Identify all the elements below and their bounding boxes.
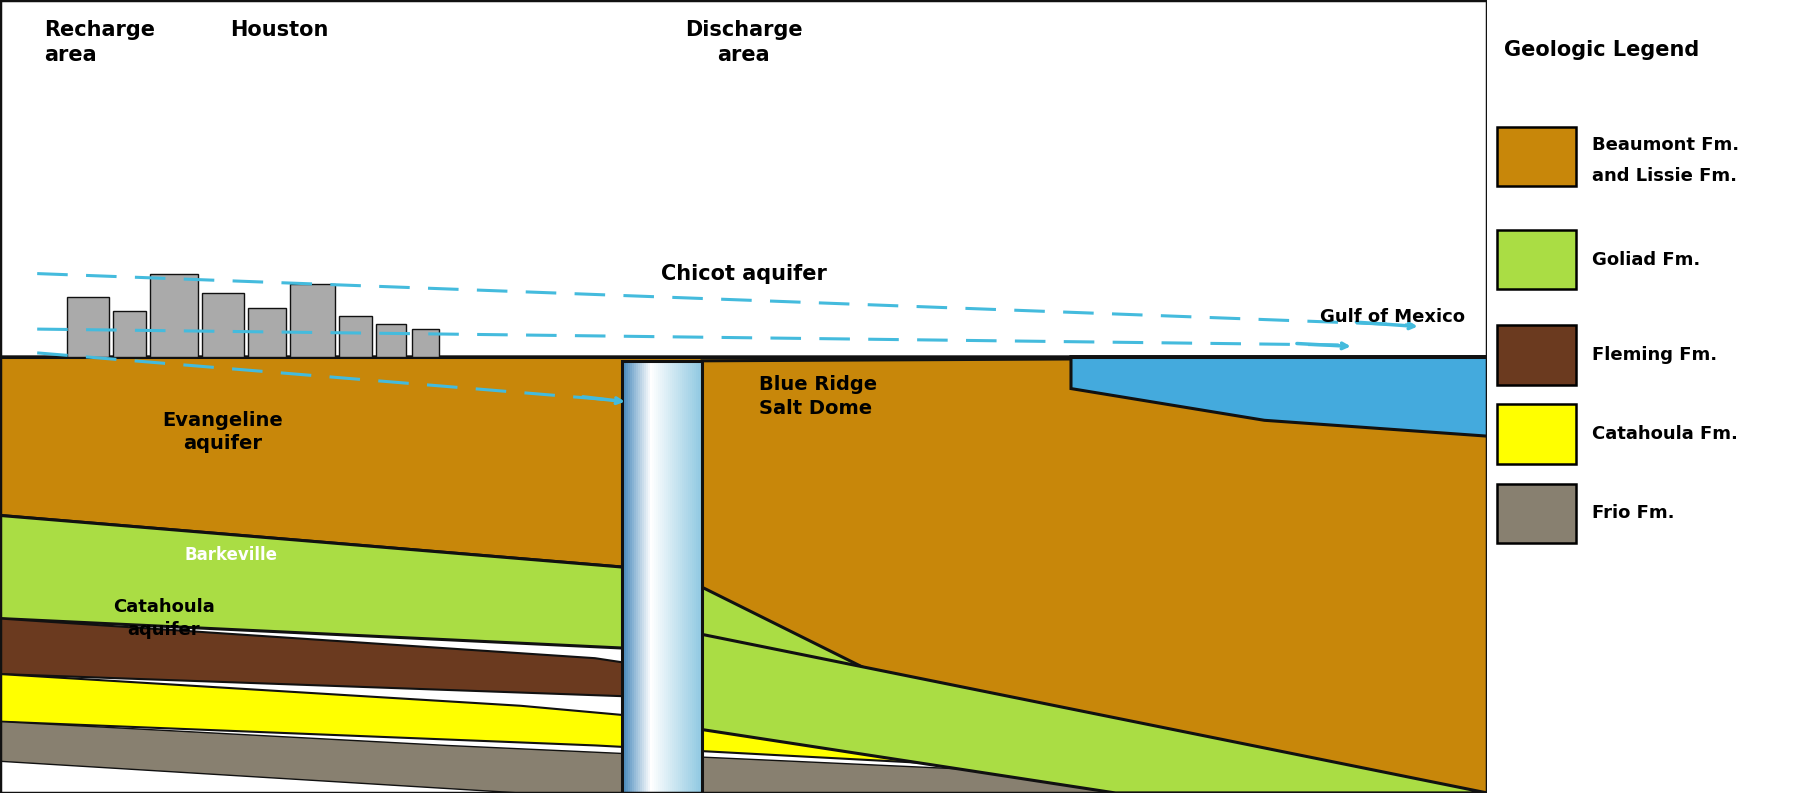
- Bar: [646, 361, 649, 793]
- Bar: [633, 361, 637, 793]
- Bar: [151, 274, 198, 357]
- Bar: [700, 361, 704, 793]
- Bar: [112, 311, 145, 357]
- Text: Discharge
area: Discharge area: [686, 20, 802, 64]
- Bar: [203, 293, 243, 357]
- Bar: [648, 361, 651, 793]
- Bar: [644, 361, 648, 793]
- Text: Goliad Fm.: Goliad Fm.: [1593, 251, 1700, 269]
- Bar: [375, 324, 406, 357]
- Text: Barkeville: Barkeville: [183, 546, 278, 564]
- Polygon shape: [0, 674, 1487, 793]
- Bar: [698, 361, 702, 793]
- Text: Recharge
area: Recharge area: [45, 20, 156, 64]
- Text: Gulf of Mexico: Gulf of Mexico: [1321, 308, 1466, 326]
- Bar: [693, 361, 695, 793]
- Bar: [249, 308, 285, 357]
- Bar: [658, 361, 662, 793]
- Bar: [669, 361, 673, 793]
- Text: Catahoula
aquifer: Catahoula aquifer: [112, 599, 214, 638]
- Bar: [67, 297, 109, 357]
- Bar: [642, 361, 646, 793]
- Bar: [662, 361, 666, 793]
- Text: Frio Fm.: Frio Fm.: [1593, 504, 1674, 523]
- Text: Blue Ridge
Salt Dome: Blue Ridge Salt Dome: [758, 375, 876, 418]
- Bar: [1497, 230, 1576, 289]
- Bar: [697, 361, 700, 793]
- Polygon shape: [0, 619, 1487, 793]
- Bar: [628, 361, 631, 793]
- Bar: [637, 361, 639, 793]
- Polygon shape: [0, 722, 1487, 793]
- Text: and Lissie Fm.: and Lissie Fm.: [1593, 167, 1738, 186]
- Text: Houston: Houston: [230, 20, 328, 40]
- Bar: [653, 361, 657, 793]
- Bar: [1497, 325, 1576, 385]
- Bar: [624, 361, 628, 793]
- Bar: [668, 361, 671, 793]
- Bar: [626, 361, 629, 793]
- Bar: [622, 361, 626, 793]
- Bar: [671, 361, 675, 793]
- Bar: [689, 361, 693, 793]
- Bar: [290, 284, 336, 357]
- Bar: [660, 361, 664, 793]
- Polygon shape: [0, 357, 1487, 793]
- Text: Evangeline
aquifer: Evangeline aquifer: [163, 411, 283, 454]
- Bar: [680, 361, 684, 793]
- Text: Geologic Legend: Geologic Legend: [1504, 40, 1700, 59]
- Bar: [664, 361, 668, 793]
- Bar: [677, 361, 680, 793]
- Bar: [1497, 484, 1576, 543]
- Text: Chicot aquifer: Chicot aquifer: [660, 263, 827, 284]
- Bar: [639, 361, 642, 793]
- Bar: [678, 361, 682, 793]
- Bar: [629, 361, 633, 793]
- Bar: [666, 361, 669, 793]
- Polygon shape: [1070, 357, 1487, 436]
- Polygon shape: [0, 515, 1487, 793]
- Text: Fleming Fm.: Fleming Fm.: [1593, 346, 1718, 364]
- Bar: [631, 361, 635, 793]
- Text: Catahoula Fm.: Catahoula Fm.: [1593, 425, 1738, 443]
- Bar: [651, 361, 655, 793]
- Bar: [339, 316, 372, 357]
- Bar: [684, 361, 688, 793]
- Polygon shape: [1070, 357, 1487, 436]
- Bar: [657, 361, 660, 793]
- Polygon shape: [702, 634, 1487, 793]
- Bar: [649, 361, 653, 793]
- Bar: [686, 361, 689, 793]
- Bar: [1497, 404, 1576, 464]
- Text: Beaumont Fm.: Beaumont Fm.: [1593, 136, 1740, 154]
- Bar: [695, 361, 698, 793]
- Bar: [1497, 127, 1576, 186]
- Bar: [682, 361, 686, 793]
- Bar: [412, 329, 439, 357]
- Polygon shape: [669, 357, 1487, 793]
- Bar: [640, 361, 644, 793]
- Bar: [688, 361, 691, 793]
- Bar: [0, 0, 1487, 357]
- Bar: [675, 361, 677, 793]
